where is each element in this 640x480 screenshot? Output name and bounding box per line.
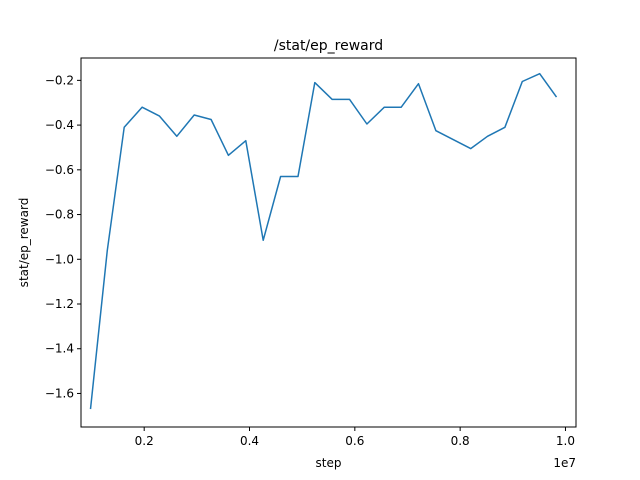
x-tick-label: 0.8	[451, 434, 470, 448]
x-tick-label: 0.2	[135, 434, 154, 448]
y-axis: −1.6 −1.4 −1.2 −1.0 −0.8 −0.6 −0.4 −0.2	[45, 73, 81, 400]
x-tick-label: 0.6	[345, 434, 364, 448]
x-axis: 0.2 0.4 0.6 0.8 1.0	[135, 427, 575, 448]
plot-area	[89, 72, 558, 410]
axes-frame	[80, 57, 577, 428]
chart-title: /stat/ep_reward	[274, 38, 383, 54]
y-tick-label: −0.2	[45, 73, 74, 87]
y-axis-label: stat/ep_reward	[17, 198, 31, 288]
y-tick-label: −0.8	[45, 208, 74, 222]
series-line-0	[89, 72, 558, 410]
y-tick-label: −1.6	[45, 386, 74, 400]
x-axis-label: step	[316, 456, 342, 470]
y-tick-label: −1.4	[45, 342, 74, 356]
y-tick-label: −1.0	[45, 252, 74, 266]
y-tick-label: −0.4	[45, 118, 74, 132]
y-tick-label: −1.2	[45, 297, 74, 311]
x-tick-label: 1.0	[556, 434, 575, 448]
x-tick-label: 0.4	[240, 434, 259, 448]
x-axis-offset-label: 1e7	[553, 456, 576, 470]
y-tick-label: −0.6	[45, 163, 74, 177]
